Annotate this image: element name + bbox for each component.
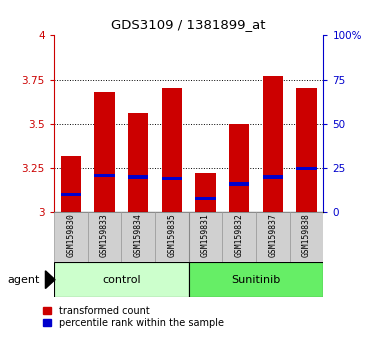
Bar — [263, 76, 283, 212]
Bar — [223, 212, 256, 262]
Bar — [162, 88, 182, 212]
Text: GSM159838: GSM159838 — [302, 213, 311, 257]
Text: GSM159832: GSM159832 — [235, 213, 244, 257]
Bar — [290, 212, 323, 262]
Bar — [54, 262, 189, 297]
Text: GSM159837: GSM159837 — [268, 213, 277, 257]
Text: GSM159835: GSM159835 — [167, 213, 176, 257]
Bar — [128, 113, 148, 212]
Bar — [162, 177, 182, 180]
Text: control: control — [102, 275, 141, 285]
Text: agent: agent — [8, 275, 40, 285]
Bar — [296, 166, 316, 170]
Legend: transformed count, percentile rank within the sample: transformed count, percentile rank withi… — [44, 306, 224, 328]
Bar — [94, 92, 115, 212]
Bar — [189, 212, 223, 262]
Bar — [256, 212, 290, 262]
Bar — [61, 193, 81, 196]
Text: GSM159834: GSM159834 — [134, 213, 142, 257]
Bar — [128, 176, 148, 178]
Bar — [196, 197, 216, 200]
Text: GSM159831: GSM159831 — [201, 213, 210, 257]
Bar — [61, 156, 81, 212]
Bar — [189, 262, 323, 297]
Text: Sunitinib: Sunitinib — [231, 275, 281, 285]
Bar — [296, 88, 316, 212]
Bar — [229, 124, 249, 212]
Text: GSM159830: GSM159830 — [66, 213, 75, 257]
Title: GDS3109 / 1381899_at: GDS3109 / 1381899_at — [111, 18, 266, 32]
Bar — [155, 212, 189, 262]
Bar — [54, 212, 88, 262]
Bar — [88, 212, 121, 262]
Text: GSM159833: GSM159833 — [100, 213, 109, 257]
Bar — [196, 173, 216, 212]
Bar — [121, 212, 155, 262]
Bar — [94, 174, 115, 177]
Bar — [229, 183, 249, 185]
Bar — [263, 176, 283, 178]
Polygon shape — [45, 271, 55, 289]
